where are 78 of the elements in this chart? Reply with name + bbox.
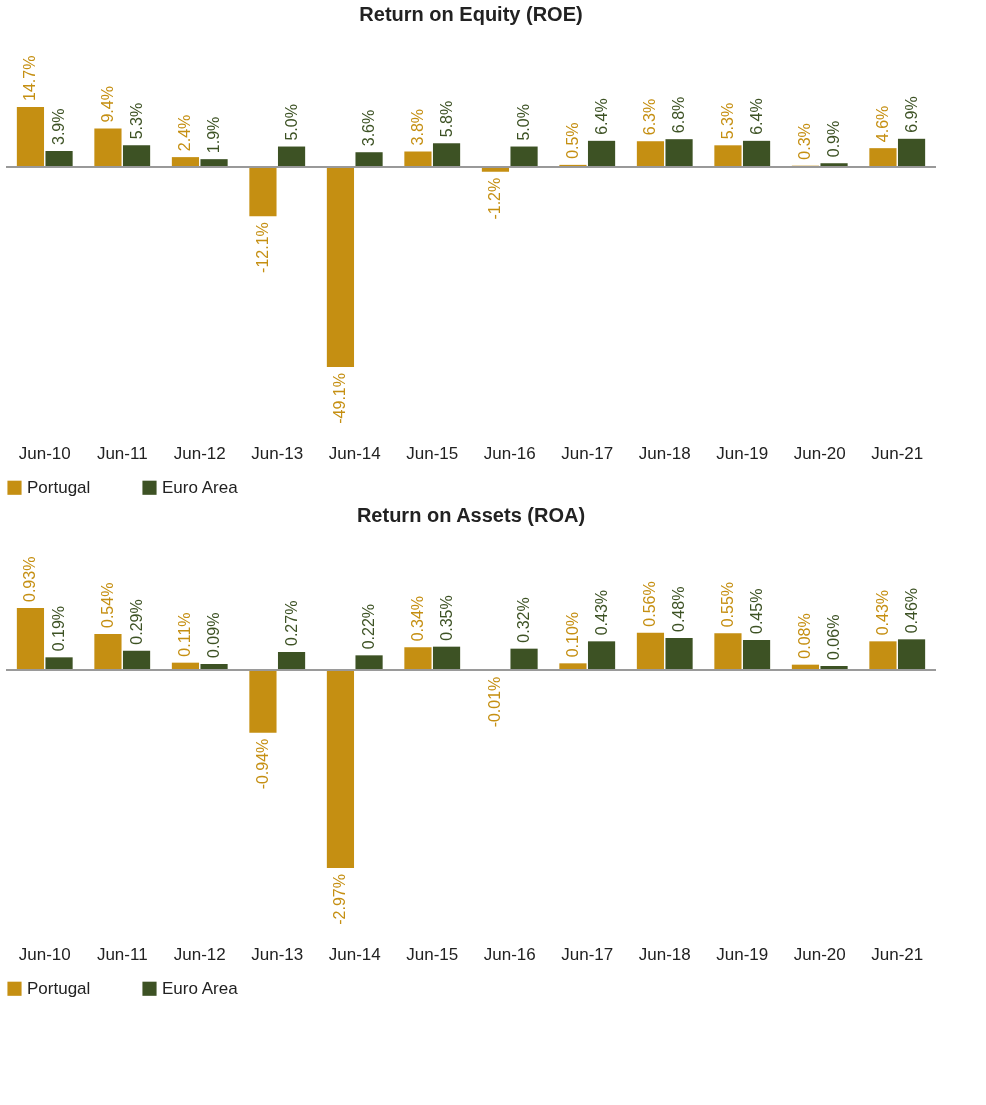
data-label: 3.8% bbox=[408, 108, 426, 146]
x-tick-label: Jun-13 bbox=[251, 443, 304, 463]
x-tick-label: Jun-12 bbox=[173, 944, 226, 964]
x-tick-label: Jun-20 bbox=[793, 944, 846, 964]
x-tick-label: Jun-21 bbox=[871, 944, 924, 964]
x-tick-label: Jun-21 bbox=[871, 443, 924, 463]
data-label: 0.35% bbox=[437, 595, 455, 641]
x-tick-label: Jun-18 bbox=[638, 944, 691, 964]
data-label: -49.1% bbox=[331, 373, 349, 424]
data-label: 0.06% bbox=[825, 614, 843, 660]
x-tick-label: Jun-20 bbox=[793, 443, 846, 463]
legend-label: Euro Area bbox=[162, 477, 239, 497]
data-label: 6.9% bbox=[902, 96, 920, 133]
x-tick-label: Jun-15 bbox=[406, 944, 459, 964]
data-label: 0.08% bbox=[796, 613, 814, 659]
data-label: 6.3% bbox=[641, 98, 659, 136]
data-label: 0.48% bbox=[670, 586, 688, 632]
data-label: 0.43% bbox=[873, 589, 891, 636]
data-label: 0.19% bbox=[50, 605, 68, 652]
data-label: 6.8% bbox=[670, 96, 688, 134]
x-tick-label: Jun-16 bbox=[483, 944, 536, 964]
x-tick-label: Jun-18 bbox=[638, 443, 691, 463]
data-label: 5.0% bbox=[282, 104, 300, 141]
data-label: 0.22% bbox=[360, 603, 378, 650]
data-label: -0.94% bbox=[253, 738, 271, 790]
x-tick-label: Jun-19 bbox=[716, 443, 769, 463]
data-label: 0.34% bbox=[408, 595, 426, 642]
data-label: -12.1% bbox=[253, 222, 271, 273]
data-label: 0.09% bbox=[205, 612, 223, 658]
data-label: 0.10% bbox=[563, 611, 581, 658]
data-label: 9.4% bbox=[98, 86, 116, 123]
x-tick-label: Jun-12 bbox=[173, 443, 226, 463]
data-label: 6.4% bbox=[747, 98, 765, 135]
x-tick-label: Jun-14 bbox=[328, 944, 381, 964]
x-tick-label: Jun-10 bbox=[18, 944, 71, 964]
data-label: 5.3% bbox=[127, 102, 145, 140]
data-label: -1.2% bbox=[486, 177, 504, 220]
data-label: -2.97% bbox=[331, 874, 349, 925]
data-label: 0.29% bbox=[127, 599, 145, 645]
data-label: 0.46% bbox=[902, 587, 920, 634]
data-label: 3.6% bbox=[360, 109, 378, 147]
data-label: 0.93% bbox=[21, 556, 39, 602]
data-label: 0.55% bbox=[718, 581, 736, 628]
x-tick-label: Jun-11 bbox=[96, 443, 148, 463]
legend-label: Portugal bbox=[27, 978, 91, 998]
x-tick-label: Jun-10 bbox=[18, 443, 71, 463]
data-label: 1.9% bbox=[205, 116, 223, 154]
data-label: 2.4% bbox=[176, 114, 194, 152]
x-tick-label: Jun-15 bbox=[406, 443, 459, 463]
x-tick-label: Jun-17 bbox=[561, 944, 614, 964]
legend-label: Portugal bbox=[27, 477, 91, 497]
chart-title: Return on Assets (ROA) bbox=[356, 504, 586, 526]
legend-label: Euro Area bbox=[162, 978, 239, 998]
x-tick-label: Jun-14 bbox=[328, 443, 381, 463]
data-label: 0.9% bbox=[825, 120, 843, 158]
x-tick-label: Jun-11 bbox=[96, 944, 148, 964]
data-label: 0.5% bbox=[563, 122, 581, 159]
x-tick-label: Jun-16 bbox=[483, 443, 536, 463]
data-label: -0.01% bbox=[486, 676, 504, 728]
data-label: 0.54% bbox=[98, 582, 116, 628]
data-label: 3.9% bbox=[50, 108, 68, 146]
data-label: 4.6% bbox=[873, 105, 891, 143]
x-tick-label: Jun-13 bbox=[251, 944, 304, 964]
data-label: 5.3% bbox=[718, 102, 736, 140]
data-label: 14.7% bbox=[21, 55, 39, 101]
data-label: 0.27% bbox=[282, 600, 300, 646]
chart-title: Return on Equity (ROE) bbox=[359, 3, 583, 25]
data-label: 0.45% bbox=[747, 588, 765, 634]
data-label: 0.43% bbox=[592, 589, 610, 636]
data-label: 0.32% bbox=[515, 597, 533, 643]
data-label: 0.3% bbox=[796, 123, 814, 160]
data-label: 0.56% bbox=[641, 581, 659, 627]
x-tick-label: Jun-17 bbox=[561, 443, 614, 463]
data-label: 6.4% bbox=[592, 98, 610, 135]
data-label: 5.8% bbox=[437, 100, 455, 138]
x-tick-label: Jun-19 bbox=[716, 944, 769, 964]
data-label: 0.11% bbox=[176, 612, 194, 657]
data-label: 5.0% bbox=[515, 104, 533, 141]
